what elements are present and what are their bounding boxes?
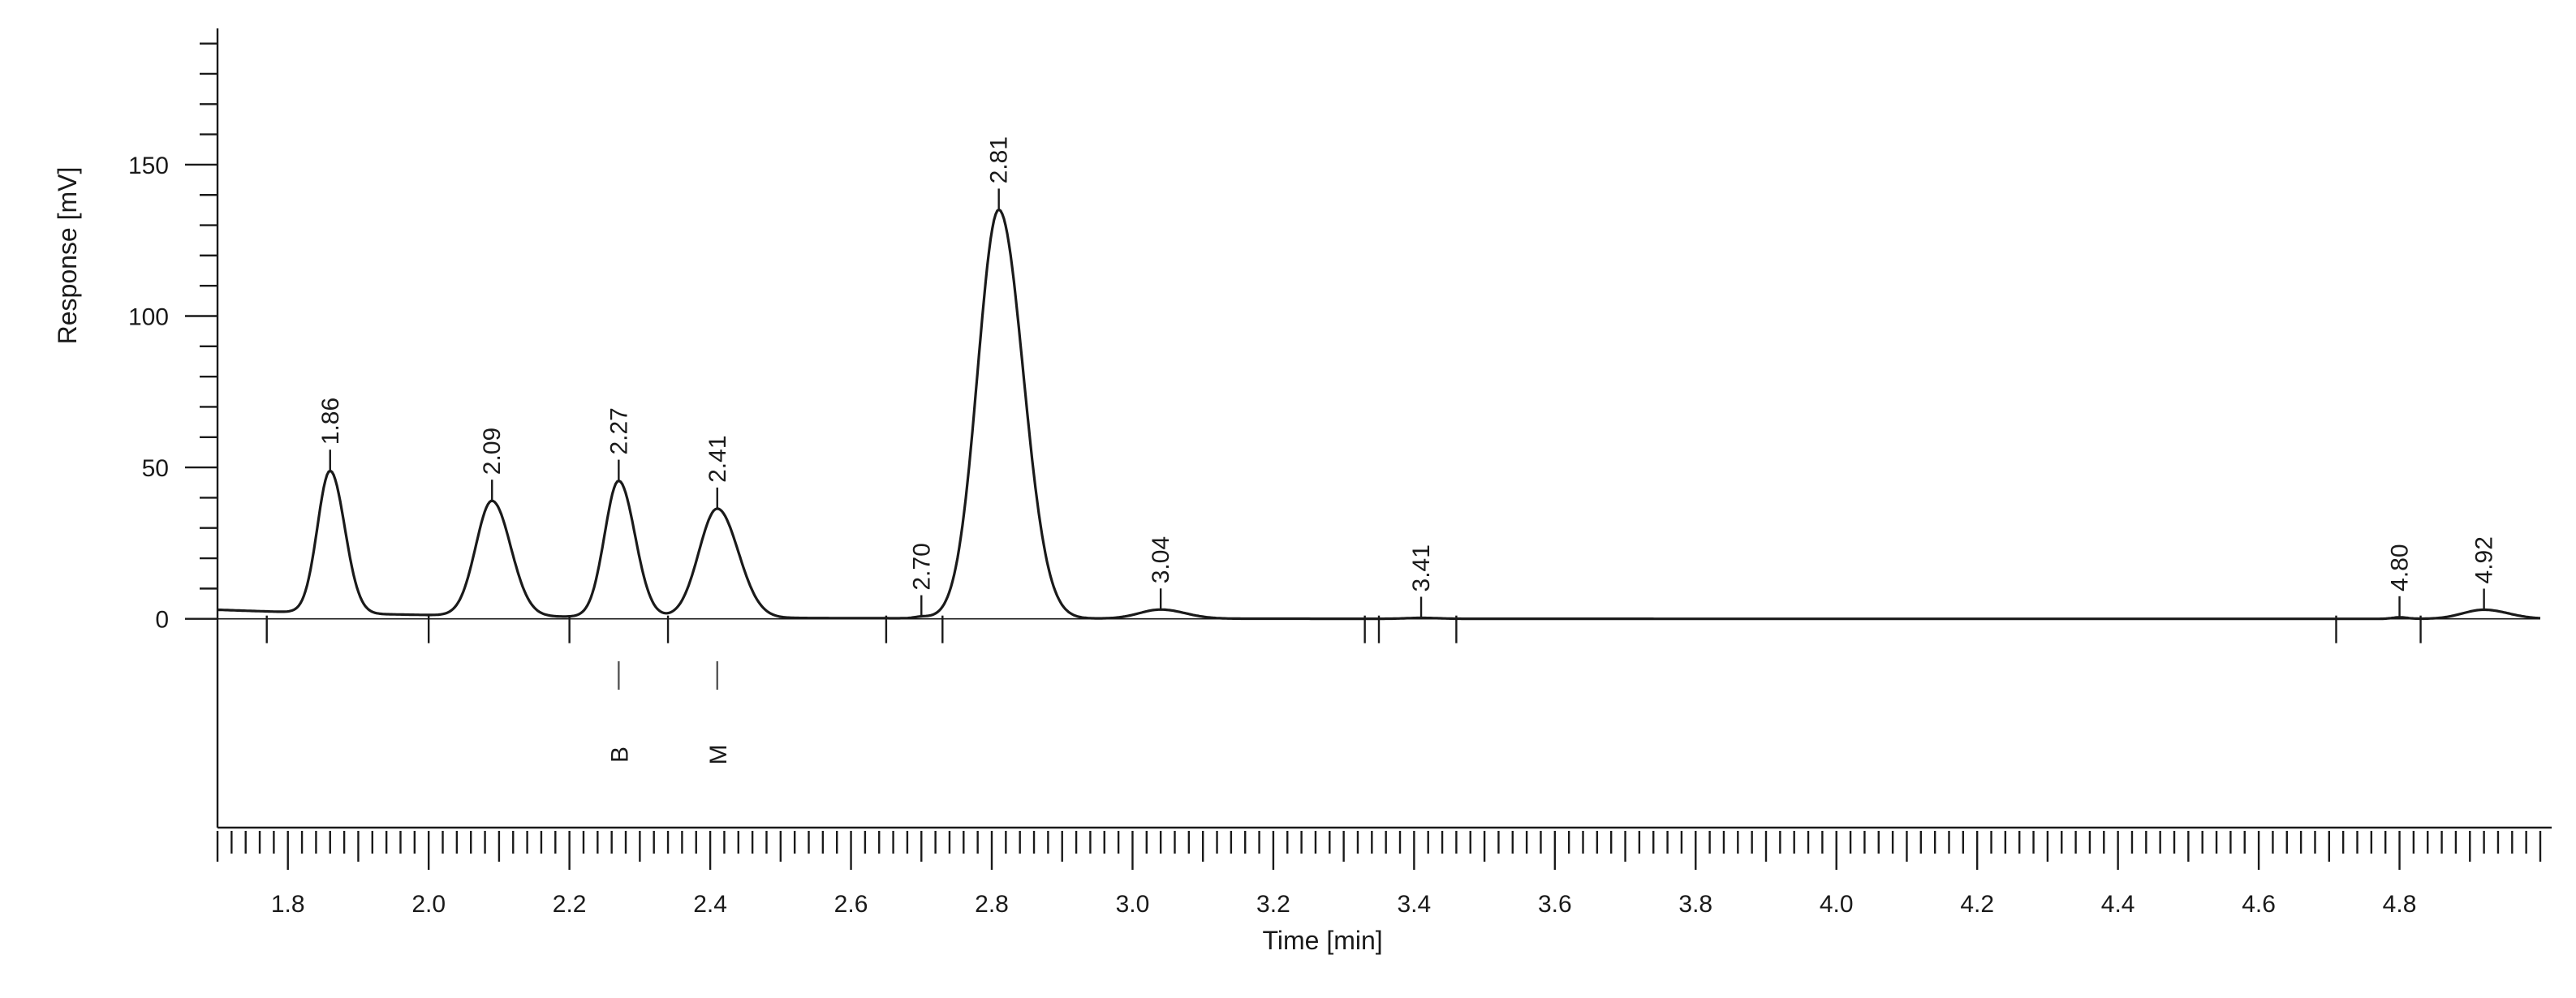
x-axis-label: Time [min] [1263, 926, 1383, 955]
peak-label: 2.27 [605, 407, 632, 454]
x-tick-label: 3.6 [1538, 891, 1572, 918]
x-tick-label: 2.8 [975, 891, 1009, 918]
x-tick-label: 3.2 [1256, 891, 1290, 918]
x-tick-label: 4.6 [2242, 891, 2276, 918]
trace-layer [217, 208, 2541, 621]
x-tick-label: 4.8 [2383, 891, 2417, 918]
x-tick-label: 3.0 [1116, 891, 1150, 918]
x-tick-label: 2.2 [553, 891, 587, 918]
y-tick-label: 100 [128, 304, 169, 331]
y-axis: 0 50 100 150 [128, 28, 219, 828]
annotation-label: B [606, 746, 633, 763]
peak-labels: 1.86 2.09 2.27 2.41 2.70 2.81 3.04 3.41 4.80 4.92 [317, 136, 2498, 618]
peak-label: 2.81 [986, 136, 1013, 183]
peak-label: 3.41 [1408, 544, 1435, 591]
y-tick-label: 50 [142, 455, 169, 482]
peak-label: 1.86 [317, 398, 344, 445]
x-tick-label: 4.0 [1820, 891, 1854, 918]
x-tick-label: 2.6 [834, 891, 868, 918]
peak-label: 2.70 [908, 543, 935, 590]
x-axis: 1.8 2.0 2.2 2.4 2.6 2.8 3.0 3.2 3.4 3.6 3.8 4.0 4.2 4… [216, 826, 2552, 918]
annotation-label: M [705, 745, 732, 765]
signal-trace [217, 208, 2541, 621]
x-tick-label: 1.8 [271, 891, 305, 918]
x-tick-label: 4.2 [1960, 891, 1994, 918]
x-tick-label: 3.4 [1398, 891, 1432, 918]
integration-marks [265, 615, 2422, 643]
y-axis-label: Response [mV] [53, 167, 82, 345]
peak-label: 3.04 [1148, 536, 1174, 583]
y-tick-label: 0 [155, 607, 169, 634]
x-tick-label: 4.4 [2101, 891, 2135, 918]
x-tick-label: 2.4 [693, 891, 727, 918]
x-tick-label: 2.0 [411, 891, 446, 918]
x-tick-label: 3.8 [1678, 891, 1712, 918]
peak-label: 4.92 [2471, 536, 2498, 583]
peak-label: 2.09 [479, 428, 506, 475]
peak-label: 2.41 [704, 435, 731, 482]
peak-label: 4.80 [2387, 544, 2414, 591]
y-tick-label: 150 [128, 153, 169, 179]
